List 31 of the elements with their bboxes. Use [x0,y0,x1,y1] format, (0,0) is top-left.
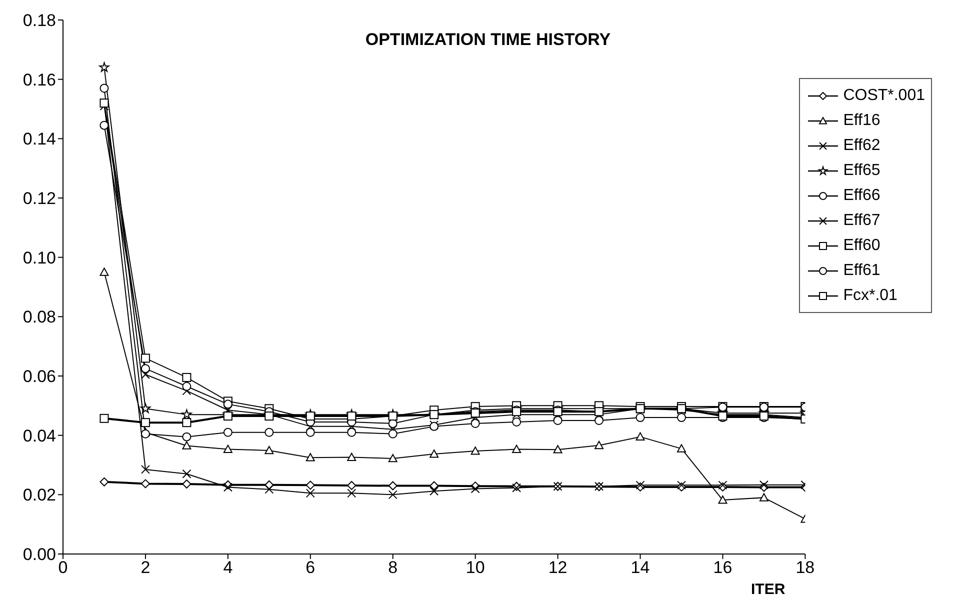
y-tick-label: 0.06 [22,367,56,386]
legend-label: Fcx*.01 [843,286,898,304]
legend-label: Eff65 [843,162,880,180]
legend-label: COST*.001 [843,86,925,104]
legend-label: Eff62 [843,136,880,154]
y-tick-label: 0.10 [22,248,56,268]
legend-label: Eff61 [843,262,880,280]
y-tick-label: 0.04 [22,426,56,446]
legend-label: Eff66 [843,186,880,204]
x-tick-label: 6 [306,558,316,578]
text: OPTIMIZATION TIME HISTORY [364,30,612,50]
x-tick-label: 10 [466,558,485,578]
y-tick-label: 0.08 [22,308,56,327]
x-tick-label: 14 [630,558,650,578]
legend-label: Eff67 [843,212,880,230]
x-tick-label: 18 [796,558,815,578]
x-tick-label: 4 [223,558,233,578]
x-tick-label: 0 [58,558,68,578]
y-tick-label: 0.16 [22,70,56,90]
x-tick-label: 16 [713,558,732,578]
y-tick-label: 0.14 [22,130,56,149]
x-tick-label: 2 [140,558,150,578]
y-tick-label: 0.00 [22,545,56,564]
y-tick-label: 0.02 [22,486,56,505]
legend-label: Eff16 [843,112,880,130]
y-tick-label: 0.12 [22,189,56,208]
legend-label: Eff60 [843,236,880,254]
y-tick-label: 0.18 [22,11,56,30]
x-tick-label: 8 [388,558,398,578]
x-tick-label: 12 [548,558,568,578]
x-axis-title: ITER [751,581,786,598]
